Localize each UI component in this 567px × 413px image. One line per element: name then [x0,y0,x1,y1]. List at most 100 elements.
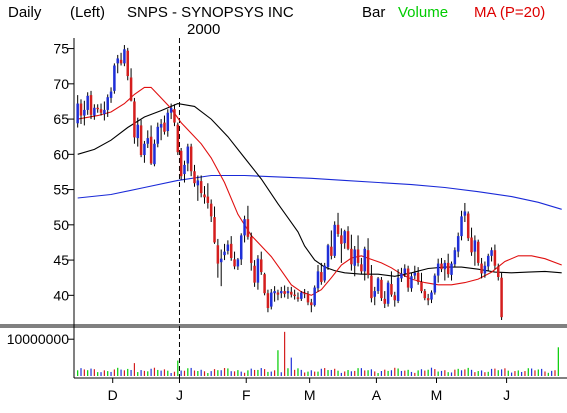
candle-body [270,292,273,307]
candle-body [426,298,430,301]
candle-body [473,240,477,252]
candle-body [410,276,413,289]
candle-body [196,180,200,186]
candle-body [480,263,483,274]
price-tick-label: 75 [53,41,69,57]
candle-body [373,291,376,297]
candle-body [149,136,153,164]
candle-body [263,274,266,294]
month-tick-label: F [242,387,251,403]
price-tick-label: 65 [53,111,69,127]
candle-body [436,263,440,276]
candle-body [236,259,240,267]
candle-body [393,295,397,301]
candle-body [370,275,373,299]
candle-body [139,125,143,156]
candle-body [266,293,270,309]
candle-body [169,107,173,113]
candle-body [99,109,103,113]
candle-body [256,258,260,283]
price-tick-label: 60 [53,146,69,162]
candle-body [186,146,190,164]
candle-body [183,164,186,175]
volume-series [77,331,559,376]
candle-series [76,45,503,320]
candle-body [416,272,420,282]
candle-body [96,107,99,110]
ma200-line [77,174,562,210]
volume-axis-ticks: 10000000 [7,331,74,347]
candle-body [420,281,423,292]
period-label: Daily [8,4,42,21]
candle-body [116,58,119,64]
price-tick-label: 50 [53,217,69,233]
candle-body [430,292,433,300]
candle-body [316,271,320,289]
candle-body [229,243,233,258]
candle-body [353,249,356,266]
candle-body [476,241,480,263]
year-label: 2000 [187,21,220,38]
candle-body [143,143,146,156]
candle-body [113,65,116,91]
candle-body [433,275,437,293]
candle-body [403,268,407,274]
candle-body [136,124,140,139]
candle-body [470,237,473,253]
candle-body [360,264,363,272]
candle-body [460,216,463,237]
candle-body [423,291,427,299]
candle-body [176,124,180,153]
candle-body [333,224,336,256]
candle-body [206,196,210,203]
candle-body [396,277,400,301]
candle-body [500,277,503,318]
candle-body [209,203,213,217]
price-tick-label: 45 [53,252,69,268]
candle-body [163,122,166,132]
candle-body [413,272,417,276]
candle-body [483,265,487,274]
volume-tick-label: 10000000 [7,331,70,347]
candle-body [146,138,150,144]
candle-body [303,293,306,295]
candle-body [223,251,226,256]
candle-body [446,262,450,275]
candle-body [390,284,393,295]
candle-body [313,287,316,306]
candle-body [290,291,293,295]
candle-body [159,124,163,128]
ma-label: MA (P=20) [474,4,545,21]
candle-body [213,217,216,243]
month-tick-label: J [503,387,510,403]
volume-label: Volume [398,4,448,21]
month-tick-label: J [176,387,183,403]
candle-body [366,250,370,275]
candle-body [233,259,236,267]
candle-body [193,171,196,184]
candle-body [126,50,129,77]
candle-body [330,246,333,256]
candle-body [323,265,326,281]
candle-body [400,273,403,279]
price-tick-label: 40 [53,287,69,303]
candle-body [356,249,360,263]
candle-body [253,265,256,283]
candle-body [226,244,230,251]
price-axis-ticks: 40 45 50 55 60 65 70 75 [53,41,74,303]
month-tick-label: D [108,387,118,403]
candle-body [376,278,380,292]
candle-body [83,109,86,116]
candle-body [273,291,276,294]
ma20-series [77,86,562,296]
candle-body [243,219,246,236]
candle-body [199,181,203,194]
symbol-title: SNPS - SYNOPSYS INC [127,4,294,21]
candle-body [189,146,193,172]
candle-body [380,279,383,299]
price-tick-label: 55 [53,182,69,198]
candle-body [133,101,136,138]
candle-body [463,211,467,216]
